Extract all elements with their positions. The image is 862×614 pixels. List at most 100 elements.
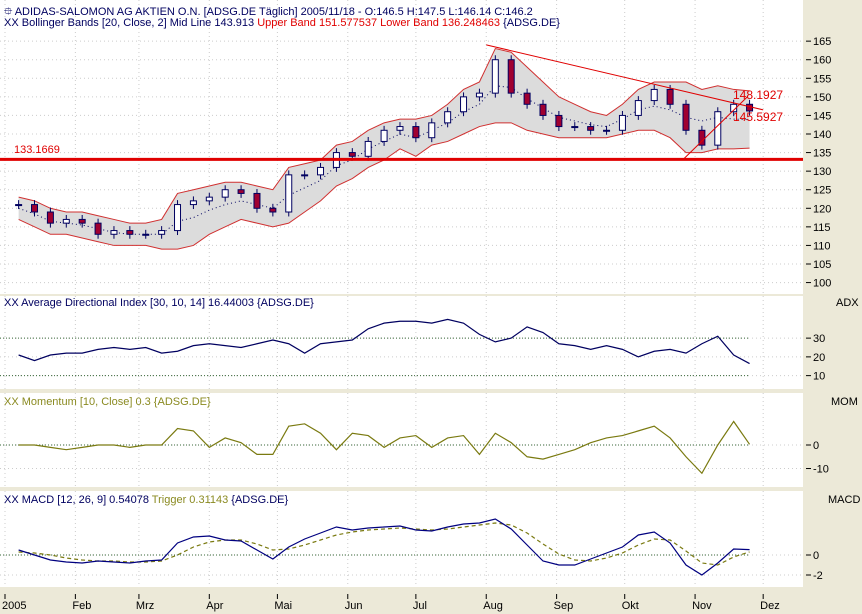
x-tick-label: Aug <box>483 600 503 612</box>
x-tick-label: 2005 <box>2 600 26 612</box>
candle-body <box>730 103 738 113</box>
candle-body <box>587 126 595 131</box>
support-label: 133.1669 <box>14 144 60 156</box>
y-tick-label: -10 <box>813 464 829 476</box>
candle-body <box>618 114 626 131</box>
bollinger-legend: XX Bollinger Bands [20, Close, 2] Mid Li… <box>4 17 560 29</box>
y-tick-label: 160 <box>813 55 831 67</box>
xx-icon[interactable]: XX <box>4 17 19 29</box>
bollinger-band-fill <box>18 48 750 250</box>
candle-body <box>364 140 372 157</box>
x-tick-label: Sep <box>554 600 574 612</box>
candle-body <box>539 103 547 116</box>
candle-body <box>444 111 452 124</box>
adx-title: Average Directional Index [30, 10, 14] 1… <box>21 297 314 309</box>
y-tick-label: 30 <box>813 333 825 345</box>
adx-axis-label: ADX <box>836 297 859 309</box>
candle-body <box>348 152 356 157</box>
y-tick-label: 100 <box>813 278 831 290</box>
candle-body <box>428 122 436 139</box>
y-tick-label: 10 <box>813 371 825 383</box>
title-text: ADIDAS-SALOMON AG AKTIEN O.N. [ADSG.DE T… <box>14 6 533 18</box>
macd-axis-label: MACD <box>828 494 861 506</box>
candle-body <box>142 233 150 236</box>
candle-body <box>317 166 325 176</box>
trend-label-lower: 145.5927 <box>733 110 784 124</box>
bollinger-upper-line <box>18 47 750 224</box>
trendline-up <box>683 96 748 160</box>
candle-body <box>126 230 134 235</box>
candle-body <box>603 129 611 132</box>
x-tick-label: Jun <box>345 600 363 612</box>
candle-body <box>396 126 404 131</box>
macd-symbol: {ADSG.DE} <box>231 494 289 506</box>
x-tick-label: Apr <box>206 600 223 612</box>
bb-lower-text: Lower Band 136.248463 <box>380 17 501 29</box>
y-tick-label: 150 <box>813 92 831 104</box>
bollinger-mid-line <box>18 85 750 235</box>
candle-body <box>475 92 483 98</box>
y-tick-label: 130 <box>813 166 831 178</box>
bb-symbol-text: {ADSG.DE} <box>503 17 560 29</box>
candle-body <box>571 126 579 129</box>
candle-body <box>110 230 118 235</box>
candle-body <box>31 204 39 213</box>
candle-body <box>221 189 229 198</box>
candle-body <box>412 126 420 139</box>
candle-body <box>189 200 197 206</box>
trigger-title: Trigger 0.31143 <box>151 494 229 506</box>
adx-line <box>18 318 750 365</box>
candle-body <box>301 174 309 177</box>
adx-legend: XX Average Directional Index [30, 10, 14… <box>4 297 314 309</box>
xx-icon[interactable]: XX <box>4 396 19 408</box>
candle-body <box>666 88 674 105</box>
y-tick-label: 145 <box>813 110 831 122</box>
candle-body <box>174 204 182 232</box>
candle-body <box>46 211 54 224</box>
chart-icon[interactable]: ⯐ <box>4 6 13 18</box>
candle-body <box>682 103 690 131</box>
y-tick-label: 20 <box>813 352 825 364</box>
candle-body <box>507 59 515 94</box>
candle-body <box>62 218 70 224</box>
y-tick-label: 165 <box>813 36 831 48</box>
macd-title: MACD [12, 26, 9] 0.54078 <box>21 494 149 506</box>
macd-legend: XX MACD [12, 26, 9] 0.54078 Trigger 0.31… <box>4 494 288 506</box>
candle-body <box>253 192 261 209</box>
momentum-legend: XX Momentum [10, Close] 0.3 {ADSG.DE} <box>4 396 211 408</box>
trendline-down <box>486 44 764 111</box>
candle-body <box>523 92 531 105</box>
candle-body <box>205 196 213 202</box>
y-tick-label: 0 <box>813 550 819 562</box>
candle-body <box>158 230 166 235</box>
candle-body <box>491 59 499 94</box>
candle-body <box>380 129 388 142</box>
panel-background <box>0 296 803 389</box>
y-tick-label: 155 <box>813 73 831 85</box>
y-tick-label: 110 <box>813 240 831 252</box>
x-tick-label: Dez <box>760 600 780 612</box>
bb-upper-text: Upper Band 151.577537 <box>257 17 378 29</box>
candle-body <box>94 222 102 235</box>
candle-body <box>15 204 23 207</box>
y-tick-label: -2 <box>813 570 823 582</box>
mom-axis-label: MOM <box>831 396 858 408</box>
x-tick-label: Feb <box>72 600 91 612</box>
candle-body <box>634 100 642 116</box>
chart-title: ⯐ ADIDAS-SALOMON AG AKTIEN O.N. [ADSG.DE… <box>4 3 533 22</box>
candle-body <box>650 88 658 102</box>
xx-icon[interactable]: XX <box>4 494 19 506</box>
candle-body <box>269 207 277 213</box>
candle-body <box>285 174 293 213</box>
y-tick-label: 140 <box>813 129 831 141</box>
x-tick-label: Okt <box>622 600 639 612</box>
candle-body <box>714 111 722 146</box>
xx-icon[interactable]: XX <box>4 297 19 309</box>
momentum-title: Momentum [10, Close] 0.3 {ADSG.DE} <box>21 396 211 408</box>
candle-body <box>237 189 245 194</box>
panel-background <box>0 393 803 487</box>
y-tick-label: 105 <box>813 259 831 271</box>
candle-body <box>555 114 563 128</box>
candle-body <box>460 96 468 113</box>
